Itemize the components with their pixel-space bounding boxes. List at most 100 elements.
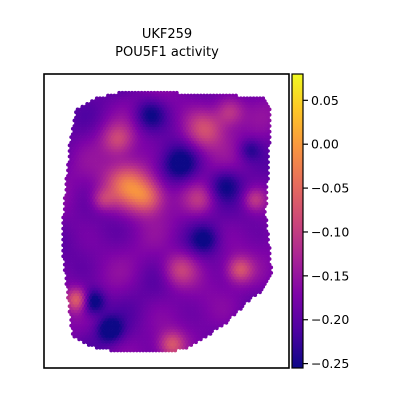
heatmap-spot — [189, 204, 194, 209]
heatmap-spot — [181, 190, 186, 195]
heatmap-spot — [173, 171, 178, 176]
heatmap-spot — [187, 179, 192, 184]
heatmap-spot — [86, 193, 91, 198]
heatmap-spot — [213, 174, 218, 178]
heatmap-spot — [154, 126, 158, 131]
heatmap-spot — [123, 190, 128, 195]
heatmap-spot — [133, 96, 138, 101]
heatmap-spot — [165, 174, 170, 178]
heatmap-spot — [110, 96, 115, 101]
heatmap-spot — [264, 107, 269, 112]
heatmap-spot — [99, 132, 104, 137]
heatmap-spot — [264, 174, 269, 178]
heatmap-spot — [96, 132, 101, 137]
heatmap-spot — [229, 151, 234, 156]
heatmap-spot — [232, 107, 237, 112]
heatmap-spot — [208, 210, 213, 214]
heatmap-spot — [139, 118, 144, 123]
heatmap-spot — [230, 198, 235, 203]
heatmap-spot — [222, 96, 227, 101]
heatmap-spot — [154, 154, 158, 159]
heatmap-spot — [197, 118, 202, 123]
heatmap-spot — [90, 198, 94, 203]
heatmap-spot — [106, 143, 110, 148]
heatmap-spot — [82, 179, 86, 184]
heatmap-spot — [195, 132, 200, 137]
heatmap-spot — [104, 190, 109, 195]
heatmap-spot — [122, 165, 126, 170]
heatmap-spot — [232, 174, 237, 178]
heatmap-spot — [77, 204, 82, 209]
heatmap-spot — [192, 154, 197, 159]
heatmap-spot — [221, 182, 226, 187]
heatmap-spot — [243, 115, 248, 120]
heatmap-spot — [125, 143, 130, 148]
heatmap-spot — [104, 174, 109, 178]
heatmap-spot — [133, 162, 138, 167]
heatmap-spot — [75, 151, 80, 156]
heatmap-spot — [203, 151, 208, 156]
heatmap-spot — [192, 132, 197, 137]
heatmap-spot — [142, 96, 147, 101]
heatmap-spot — [173, 210, 178, 214]
heatmap-spot — [117, 118, 122, 123]
heatmap-spot — [160, 138, 165, 142]
heatmap-spot — [115, 104, 120, 109]
heatmap-spot — [258, 124, 262, 128]
heatmap-spot — [258, 146, 262, 151]
heatmap-spot — [171, 201, 176, 206]
heatmap-spot — [75, 185, 80, 189]
heatmap-spot — [242, 179, 246, 184]
heatmap-spot — [234, 126, 238, 131]
heatmap-spot — [107, 162, 112, 167]
heatmap-spot — [227, 198, 232, 203]
heatmap-spot — [190, 185, 195, 189]
heatmap-spot — [203, 201, 208, 206]
heatmap-spot — [144, 210, 149, 214]
heatmap-spot — [152, 107, 157, 112]
heatmap-spot — [138, 132, 142, 137]
heatmap-spot — [110, 124, 115, 128]
heatmap-spot — [222, 135, 227, 140]
heatmap-spot — [88, 212, 93, 217]
heatmap-spot — [162, 151, 166, 156]
heatmap-spot — [120, 162, 125, 167]
heatmap-spot — [222, 201, 227, 206]
heatmap-spot — [203, 162, 208, 167]
heatmap-spot — [246, 115, 251, 120]
heatmap-spot — [122, 171, 126, 176]
heatmap-spot — [162, 162, 166, 167]
heatmap-spot — [259, 104, 264, 109]
heatmap-spot — [176, 193, 181, 198]
heatmap-spot — [134, 193, 139, 198]
heatmap-spot — [194, 96, 198, 101]
heatmap-spot — [266, 143, 270, 148]
heatmap-spot — [250, 115, 254, 120]
heatmap-spot — [258, 157, 262, 162]
heatmap-spot — [184, 113, 189, 117]
heatmap-spot — [242, 157, 246, 162]
heatmap-spot — [72, 190, 77, 195]
heatmap-spot — [258, 185, 262, 189]
heatmap-spot — [82, 190, 86, 195]
heatmap-spot — [234, 143, 238, 148]
heatmap-spot — [227, 193, 232, 198]
heatmap-spot — [66, 212, 70, 217]
heatmap-spot — [258, 118, 262, 123]
heatmap-spot — [150, 126, 155, 131]
heatmap-spot — [152, 190, 157, 195]
heatmap-spot — [126, 201, 131, 206]
heatmap-spot — [123, 124, 128, 128]
heatmap-spot — [154, 132, 158, 137]
heatmap-spot — [128, 204, 133, 209]
heatmap-spot — [227, 182, 232, 187]
heatmap-spot — [200, 96, 205, 101]
heatmap-spot — [77, 126, 82, 131]
heatmap-spot — [205, 154, 210, 159]
heatmap-spot — [224, 99, 229, 103]
heatmap-spot — [163, 154, 168, 159]
heatmap-spot — [227, 154, 232, 159]
heatmap-spot — [221, 99, 226, 103]
heatmap-spot — [147, 154, 152, 159]
heatmap-spot — [146, 146, 150, 151]
